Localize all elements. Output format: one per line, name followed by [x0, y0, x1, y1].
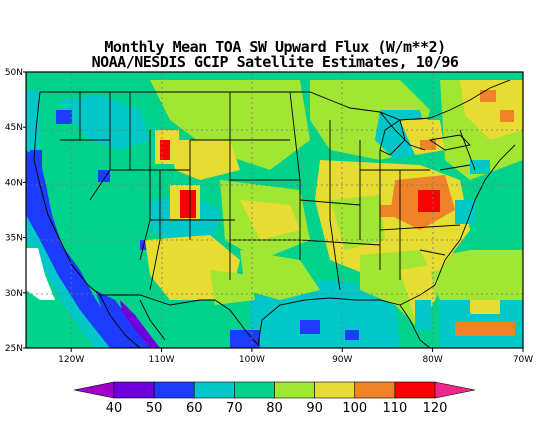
- lon-label-80w: 80W: [422, 355, 442, 365]
- colorbar-label: 80: [266, 401, 283, 416]
- latitude-labels: 50N 45N 40N 35N 30N 25N: [5, 68, 23, 354]
- lon-label-120w: 120W: [58, 355, 84, 365]
- colorbar-label: 50: [146, 401, 163, 416]
- lon-label-70w: 70W: [513, 355, 533, 365]
- colorbar-label: 60: [186, 401, 203, 416]
- graticule: [26, 72, 523, 348]
- colorbar-segment: [394, 381, 436, 399]
- colorbar-label: 110: [382, 401, 407, 416]
- lon-label-110w: 110W: [149, 355, 175, 365]
- colorbar-label: 120: [423, 401, 448, 416]
- colorbar: [73, 381, 476, 399]
- colorbar-segment: [153, 381, 195, 399]
- lat-label-45n: 45N: [5, 123, 23, 133]
- colorbar-segment: [234, 381, 275, 399]
- colorbar-segment-low: [73, 381, 115, 399]
- map-title-line-1: Monthly Mean TOA SW Upward Flux (W/m**2): [104, 38, 446, 56]
- map-title-line-2: NOAA/NESDIS GCIP Satellite Estimates, 10…: [91, 53, 459, 71]
- plot-frame: [25, 71, 524, 349]
- lat-label-30n: 30N: [5, 289, 23, 299]
- lat-label-35n: 35N: [5, 234, 23, 244]
- colorbar-segment: [193, 381, 235, 399]
- colorbar-segment: [274, 381, 315, 399]
- political-boundaries: [33, 79, 516, 348]
- map-field: [26, 72, 523, 348]
- lat-label-50n: 50N: [5, 68, 23, 78]
- lon-label-90w: 90W: [332, 355, 352, 365]
- lat-label-40n: 40N: [5, 178, 23, 188]
- longitude-labels: 120W 110W 100W 90W 80W 70W: [58, 355, 533, 365]
- colorbar-segment: [113, 381, 155, 399]
- colorbar-segment: [354, 381, 396, 399]
- lat-label-25n: 25N: [5, 344, 23, 354]
- missing-data-region: [26, 248, 55, 300]
- colorbar-label: 40: [106, 401, 123, 416]
- colorbar-label: 70: [226, 401, 243, 416]
- axis-ticks: [23, 71, 524, 352]
- colorbar-label: 100: [342, 401, 367, 416]
- lon-label-100w: 100W: [239, 355, 265, 365]
- colorbar-segment: [314, 381, 356, 399]
- colorbar-label: 90: [306, 401, 323, 416]
- colorbar-labels: 40 50 60 70 80 90 100 110 120: [106, 401, 448, 416]
- colorbar-segment-high: [434, 381, 476, 399]
